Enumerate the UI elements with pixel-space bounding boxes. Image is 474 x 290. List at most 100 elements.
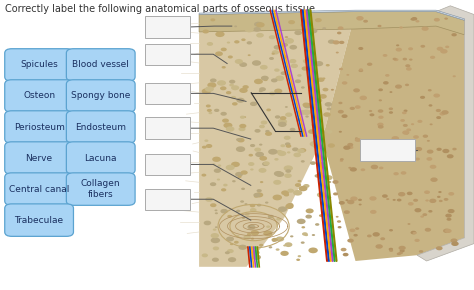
Circle shape [217,179,220,181]
Circle shape [255,192,263,197]
Circle shape [333,40,339,44]
Circle shape [361,168,365,171]
Circle shape [260,125,264,128]
Circle shape [214,209,218,211]
Circle shape [234,40,239,44]
Circle shape [237,98,245,103]
Circle shape [301,23,308,27]
Circle shape [287,151,291,153]
Circle shape [430,177,438,182]
Text: Blood vessel: Blood vessel [73,60,129,70]
Circle shape [401,171,406,175]
Circle shape [392,136,399,141]
Circle shape [217,80,226,86]
Circle shape [226,91,231,94]
Circle shape [272,50,279,55]
Circle shape [225,251,230,254]
Circle shape [220,86,227,90]
Circle shape [202,146,207,149]
Circle shape [380,237,385,240]
Circle shape [319,172,323,174]
Circle shape [301,86,305,89]
Circle shape [441,110,449,115]
Circle shape [399,246,406,250]
Circle shape [399,26,403,29]
Circle shape [250,204,255,207]
Circle shape [266,225,270,228]
Circle shape [350,167,357,172]
Circle shape [347,200,355,204]
Circle shape [291,64,298,68]
Circle shape [296,259,300,261]
Circle shape [403,124,408,127]
FancyBboxPatch shape [360,139,415,161]
Circle shape [370,147,375,150]
Circle shape [255,152,264,157]
Circle shape [411,17,417,21]
Circle shape [228,55,233,59]
Circle shape [263,231,273,236]
Circle shape [243,85,249,89]
Circle shape [245,213,250,216]
Circle shape [276,248,280,251]
Circle shape [370,210,377,214]
Text: Central canal: Central canal [9,184,69,194]
Circle shape [341,248,346,251]
Circle shape [285,142,291,146]
Circle shape [392,58,397,60]
Circle shape [206,144,212,148]
Circle shape [347,239,354,243]
Circle shape [322,27,326,30]
Circle shape [389,249,393,252]
Circle shape [223,184,228,186]
Circle shape [254,22,263,27]
Circle shape [355,227,359,230]
FancyBboxPatch shape [5,80,73,112]
Circle shape [210,203,217,207]
FancyBboxPatch shape [5,173,73,205]
Circle shape [298,180,301,182]
Circle shape [226,126,235,132]
Circle shape [407,192,412,195]
Circle shape [202,30,209,33]
Circle shape [414,148,418,151]
Circle shape [265,202,268,204]
Circle shape [375,244,383,249]
Circle shape [318,162,326,166]
Circle shape [259,87,266,91]
Circle shape [275,172,284,177]
Circle shape [205,86,214,92]
Circle shape [313,104,317,106]
Circle shape [438,191,442,193]
Circle shape [292,147,299,151]
Circle shape [238,127,246,131]
Circle shape [287,188,294,193]
Circle shape [284,136,291,140]
Circle shape [378,88,383,91]
Circle shape [355,137,358,139]
Circle shape [395,84,402,89]
Circle shape [428,104,432,107]
Circle shape [405,84,409,86]
Text: Collagen
fibers: Collagen fibers [81,180,120,199]
Circle shape [436,246,443,250]
Circle shape [253,193,261,197]
Circle shape [247,224,255,230]
Circle shape [269,57,274,60]
Polygon shape [199,10,465,20]
Circle shape [341,114,347,118]
Circle shape [447,209,455,213]
Circle shape [304,234,308,236]
Circle shape [399,251,403,254]
Circle shape [221,48,227,51]
Circle shape [301,226,305,229]
Circle shape [326,64,330,66]
Circle shape [260,65,268,70]
Circle shape [397,199,401,202]
Circle shape [252,255,261,260]
Circle shape [338,102,343,104]
Circle shape [223,123,232,128]
Circle shape [367,63,373,66]
Circle shape [339,41,345,44]
Circle shape [254,195,258,198]
